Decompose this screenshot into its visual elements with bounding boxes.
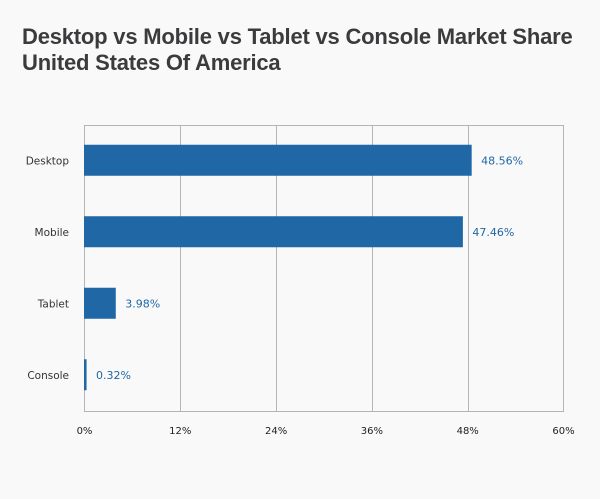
bar (84, 359, 87, 391)
bar (84, 216, 463, 248)
value-label: 0.32% (96, 369, 131, 382)
x-tick-label: 36% (361, 426, 383, 437)
chart-title-block: Desktop vs Mobile vs Tablet vs Console M… (22, 24, 573, 76)
bar (84, 287, 116, 319)
category-label: Tablet (37, 298, 69, 310)
plot-frame (84, 125, 564, 412)
category-label: Console (27, 370, 69, 382)
x-tick-label: 48% (457, 426, 479, 437)
x-tick-label: 24% (265, 426, 287, 437)
x-tick-label: 0% (77, 426, 93, 437)
x-tick-label: 12% (169, 426, 191, 437)
category-label: Desktop (26, 155, 70, 167)
chart-title: Desktop vs Mobile vs Tablet vs Console M… (22, 24, 573, 49)
bar (84, 144, 472, 176)
value-label: 48.56% (481, 154, 523, 167)
x-tick-label: 60% (552, 426, 574, 437)
value-label: 3.98% (125, 297, 160, 310)
category-label: Mobile (35, 227, 69, 239)
chart-subtitle: United States Of America (22, 50, 281, 75)
value-label: 47.46% (472, 226, 514, 239)
